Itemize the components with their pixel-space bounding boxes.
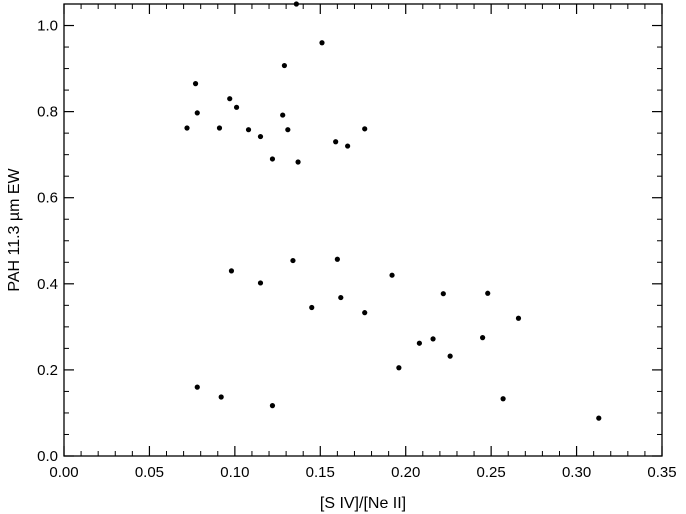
x-axis-title: [S IV]/[Ne II] xyxy=(320,495,406,512)
y-axis-title: PAH 11.3 µm EW xyxy=(6,167,23,291)
data-point xyxy=(245,127,252,133)
data-point xyxy=(257,133,264,140)
x-tick-label: 0.15 xyxy=(306,464,335,481)
y-tick-label: 0.0 xyxy=(37,448,58,465)
data-point xyxy=(184,125,190,131)
data-point xyxy=(192,81,199,87)
data-point xyxy=(389,272,395,278)
data-point xyxy=(269,156,276,162)
data-point xyxy=(440,291,446,297)
y-tick-label: 1.0 xyxy=(37,18,58,35)
x-tick-label: 0.10 xyxy=(220,464,249,481)
data-point xyxy=(333,139,339,145)
data-point xyxy=(194,110,200,116)
data-point xyxy=(269,403,276,409)
data-point xyxy=(362,126,368,132)
data-point xyxy=(500,396,506,402)
data-point xyxy=(228,268,235,274)
x-tick-label: 0.25 xyxy=(477,464,506,481)
data-point xyxy=(194,384,200,390)
x-tick-label: 0.35 xyxy=(647,464,676,481)
data-point xyxy=(430,336,436,342)
data-point xyxy=(257,280,264,286)
data-point xyxy=(281,62,288,69)
data-point xyxy=(485,290,491,296)
data-point xyxy=(293,1,299,7)
data-point xyxy=(334,256,340,262)
data-point xyxy=(396,365,402,371)
data-point xyxy=(416,340,422,346)
data-point xyxy=(362,310,368,316)
data-point xyxy=(280,112,286,118)
data-point xyxy=(216,125,223,131)
plot-frame xyxy=(63,3,663,457)
data-point xyxy=(345,143,351,149)
data-point xyxy=(290,257,296,264)
data-point xyxy=(515,315,522,321)
data-point xyxy=(233,104,240,110)
data-point xyxy=(227,96,233,102)
data-point xyxy=(309,304,315,311)
data-point xyxy=(218,394,224,400)
y-tick-label: 0.2 xyxy=(37,362,58,379)
y-tick-label: 0.8 xyxy=(37,104,58,121)
data-point xyxy=(596,415,602,421)
data-point xyxy=(285,127,291,133)
data-point xyxy=(480,335,486,341)
y-tick-label: 0.6 xyxy=(37,190,58,207)
data-point xyxy=(295,159,301,165)
data-point xyxy=(338,294,344,301)
axis-ticks xyxy=(63,3,663,457)
x-tick-label: 0.30 xyxy=(562,464,591,481)
x-tick-label: 0.05 xyxy=(135,464,164,481)
data-point xyxy=(447,353,453,359)
y-tick-label: 0.4 xyxy=(37,276,58,293)
data-points xyxy=(184,1,602,421)
x-tick-label: 0.00 xyxy=(49,464,78,481)
data-point xyxy=(319,40,325,46)
tick-labels: 0.00 0.05 0.10 0.15 0.20 0.25 0.30 0.35 0.0 0.2 0.… xyxy=(37,18,676,481)
x-tick-label: 0.20 xyxy=(391,464,420,481)
